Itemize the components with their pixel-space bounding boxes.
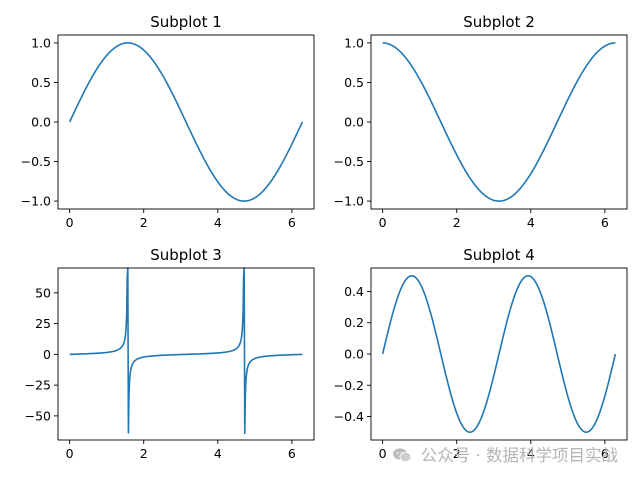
x-tick-label: 0 — [66, 446, 74, 461]
subplot-2: Subplot 2 0 2 4 6 1.0 0.5 0.0 −0.5 −1.0 — [334, 13, 628, 230]
x-tick-label: 4 — [214, 215, 222, 230]
series-line — [69, 267, 303, 435]
x-tick-label: 2 — [140, 446, 148, 461]
series-line — [381, 275, 617, 433]
subplot-title: Subplot 2 — [463, 13, 535, 31]
y-tick-label: 0.2 — [344, 315, 364, 330]
x-tick-label: 2 — [453, 215, 461, 230]
x-tick-label: 4 — [527, 215, 535, 230]
y-tick-label: 0.5 — [344, 75, 364, 90]
subplot-title: Subplot 3 — [150, 246, 222, 264]
x-tick-label: 4 — [214, 446, 222, 461]
x-tick-label: 4 — [527, 446, 535, 461]
watermark: 公众号 · 数据科学项目实战 — [392, 442, 618, 466]
y-tick-label: 0.5 — [31, 75, 51, 90]
y-tick-label: 25 — [35, 316, 51, 331]
y-tick-label: −1.0 — [334, 194, 364, 209]
watermark-text: 公众号 · 数据科学项目实战 — [420, 446, 618, 465]
y-tick-label: 1.0 — [344, 35, 364, 50]
series-line — [382, 42, 616, 202]
y-tick-label: −1.0 — [21, 194, 51, 209]
y-tick-label: 50 — [35, 285, 51, 300]
y-tick-label: −0.4 — [334, 409, 364, 424]
y-tick-label: −0.5 — [334, 154, 364, 169]
x-tick-label: 0 — [66, 215, 74, 230]
x-tick-label: 2 — [453, 446, 461, 461]
y-tick-label: 0.0 — [344, 347, 364, 362]
subplot-title: Subplot 4 — [463, 246, 535, 264]
subplot-4: Subplot 4 0 2 4 6 0.4 0.2 0.0 −0.2 −0.4 — [334, 246, 628, 461]
subplot-3: Subplot 3 0 2 4 6 50 25 0 −25 −50 — [25, 246, 315, 461]
subplot-1: Subplot 1 0 2 4 6 1.0 0.5 0.0 −0.5 −1.0 — [21, 13, 315, 230]
y-tick-label: 0.0 — [344, 115, 364, 130]
wechat-icon — [392, 448, 411, 462]
x-tick-label: 0 — [379, 215, 387, 230]
y-tick-label: 0.4 — [344, 284, 364, 299]
axes-frame — [370, 34, 628, 210]
y-tick-label: −0.5 — [21, 154, 51, 169]
x-tick-label: 0 — [379, 446, 387, 461]
y-tick-label: 0.0 — [31, 115, 51, 130]
series-line — [68, 42, 304, 202]
y-tick-label: −25 — [25, 378, 51, 393]
y-tick-label: −50 — [25, 408, 51, 423]
y-tick-label: 1.0 — [31, 35, 51, 50]
x-tick-label: 6 — [288, 446, 296, 461]
x-tick-label: 6 — [601, 215, 609, 230]
x-tick-label: 2 — [140, 215, 148, 230]
subplot-title: Subplot 1 — [150, 13, 222, 31]
x-tick-label: 6 — [288, 215, 296, 230]
y-tick-label: −0.2 — [334, 378, 364, 393]
y-tick-label: 0 — [43, 347, 51, 362]
x-tick-label: 6 — [601, 446, 609, 461]
